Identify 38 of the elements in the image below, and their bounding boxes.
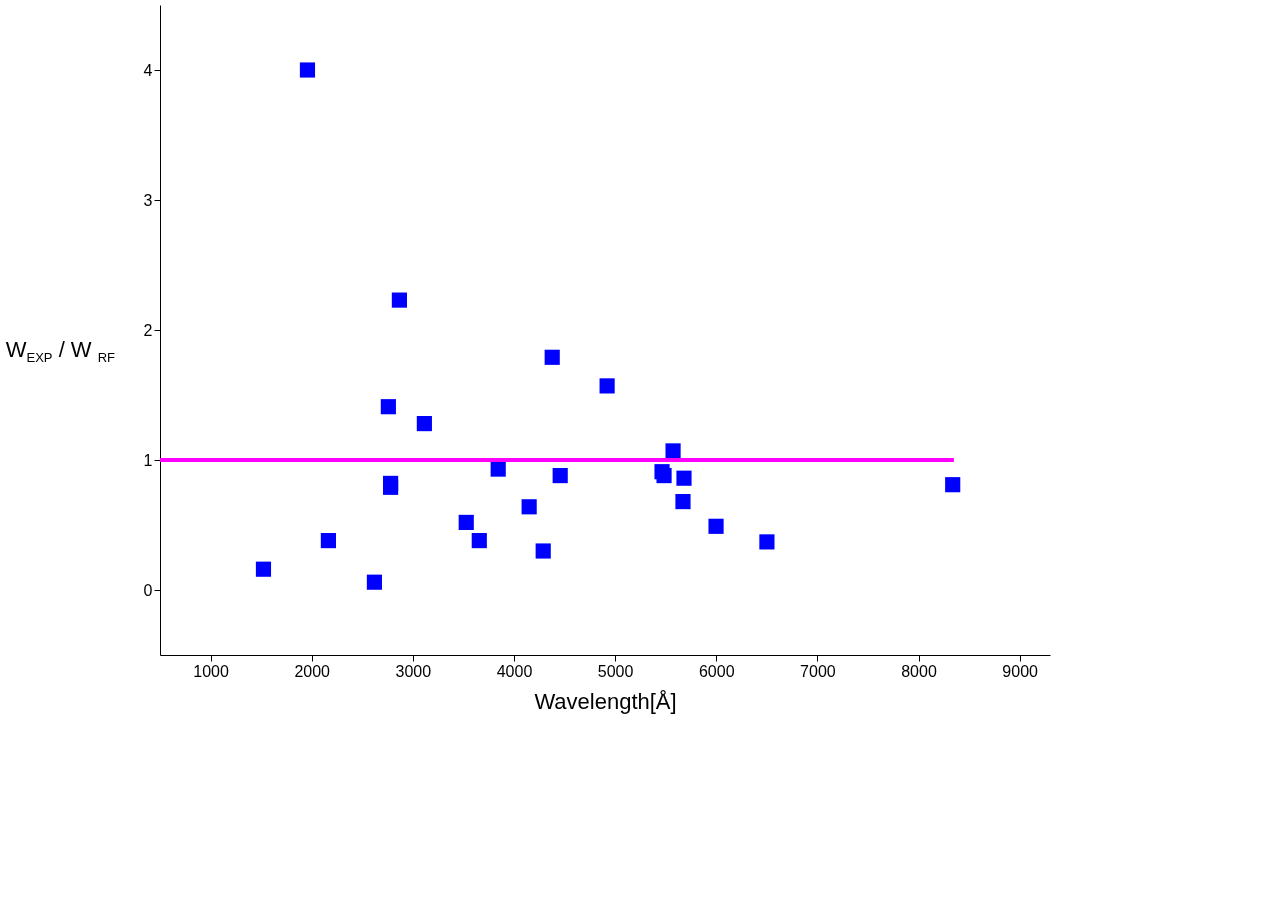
point bbox=[599, 378, 615, 394]
point bbox=[255, 561, 272, 577]
point bbox=[656, 468, 672, 484]
y-tick-label: 1 bbox=[143, 451, 153, 469]
point bbox=[366, 574, 382, 590]
x-tick-label: 3000 bbox=[395, 662, 432, 680]
y-tick-label: 0 bbox=[143, 581, 153, 599]
point bbox=[458, 514, 474, 530]
y-tick-label: 3 bbox=[143, 191, 153, 209]
point bbox=[675, 494, 691, 510]
point bbox=[552, 468, 568, 484]
point bbox=[416, 416, 432, 432]
point bbox=[490, 461, 506, 477]
x-tick-label: 9000 bbox=[1002, 662, 1039, 680]
x-tick-label: 4000 bbox=[496, 662, 533, 680]
point bbox=[665, 443, 681, 459]
x-tick-label: 7000 bbox=[800, 662, 836, 680]
x-tick-label: 8000 bbox=[901, 662, 937, 680]
point bbox=[521, 499, 537, 515]
point bbox=[945, 477, 961, 493]
point bbox=[383, 475, 399, 491]
point bbox=[676, 470, 692, 486]
point bbox=[708, 518, 724, 534]
point bbox=[471, 533, 487, 549]
point bbox=[391, 292, 407, 308]
point bbox=[299, 62, 316, 78]
x-tick-label: 1000 bbox=[193, 662, 229, 680]
y-tick-label: 2 bbox=[143, 321, 153, 339]
point bbox=[320, 533, 336, 549]
point bbox=[759, 534, 775, 550]
point bbox=[380, 399, 396, 415]
point bbox=[535, 543, 551, 559]
x-tick-label: 6000 bbox=[698, 662, 735, 680]
x-tick-label: 2000 bbox=[294, 662, 331, 680]
y-tick-label: 4 bbox=[143, 61, 153, 79]
x-tick-label: 5000 bbox=[597, 662, 634, 680]
point bbox=[544, 349, 560, 365]
x-axis-title: Wavelength[Å] bbox=[534, 688, 677, 714]
